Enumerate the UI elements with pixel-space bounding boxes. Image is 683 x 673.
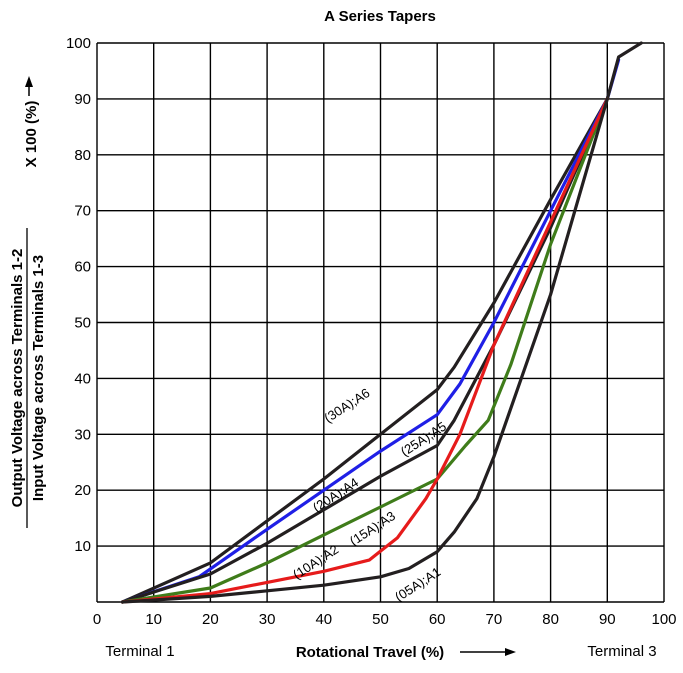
- x-tick-label: 80: [542, 611, 559, 628]
- x-tick-label: 90: [599, 611, 616, 628]
- x-tick-label: 50: [372, 611, 389, 628]
- x-tick-labels: 0 10 20 30 40 50 60 70 80 90 100: [93, 611, 677, 628]
- series-line-2: [120, 41, 643, 604]
- y-axis-denominator: Input Voltage across Terminals 1-3: [30, 255, 47, 501]
- x-tick-label: 10: [145, 611, 162, 628]
- y-axis-numerator: Output Voltage across Terminals 1-2: [9, 249, 26, 508]
- x-tick-label: 60: [429, 611, 446, 628]
- x-axis-title: Rotational Travel (%): [296, 644, 444, 661]
- series-line-1: [120, 58, 621, 604]
- series-line-0: [120, 97, 609, 604]
- grid: [96, 42, 665, 603]
- x-tick-label: 20: [202, 611, 219, 628]
- y-axis-title: Output Voltage across Terminals 1-2 Inpu…: [9, 228, 47, 528]
- x-tick-label: 30: [259, 611, 276, 628]
- series-line-4: [120, 97, 609, 604]
- y-tick-label: 20: [74, 482, 91, 499]
- series-labels: (30A);A6(25A);A5(20A);A4(15A);A3(10A);A2…: [290, 385, 449, 604]
- x-tick-label: 40: [315, 611, 332, 628]
- y-tick-label: 10: [74, 538, 91, 555]
- y-tick-label: 70: [74, 203, 91, 220]
- series-lines: [120, 41, 643, 604]
- chart-title: A Series Tapers: [324, 8, 436, 25]
- y-tick-label: 100: [66, 35, 91, 52]
- y-axis-arrow: [25, 76, 33, 96]
- x-tick-label: 100: [651, 611, 676, 628]
- y-tick-label: 40: [74, 370, 91, 387]
- y-tick-label: 90: [74, 91, 91, 108]
- y-tick-label: 80: [74, 147, 91, 164]
- terminal-left-label: Terminal 1: [105, 643, 174, 660]
- series-label-0: (30A);A6: [321, 385, 372, 426]
- terminal-right-label: Terminal 3: [587, 643, 656, 660]
- y-tick-label: 30: [74, 426, 91, 443]
- y-axis-multiplier: X 100 (%): [23, 101, 40, 168]
- y-tick-label: 60: [74, 259, 91, 276]
- x-axis-arrow: [460, 648, 516, 656]
- x-tick-label: 0: [93, 611, 101, 628]
- y-tick-labels: 10 20 30 40 50 60 70 80 90 100: [66, 35, 91, 555]
- series-line-5: [120, 97, 609, 604]
- y-tick-label: 50: [74, 315, 91, 332]
- x-tick-label: 70: [486, 611, 503, 628]
